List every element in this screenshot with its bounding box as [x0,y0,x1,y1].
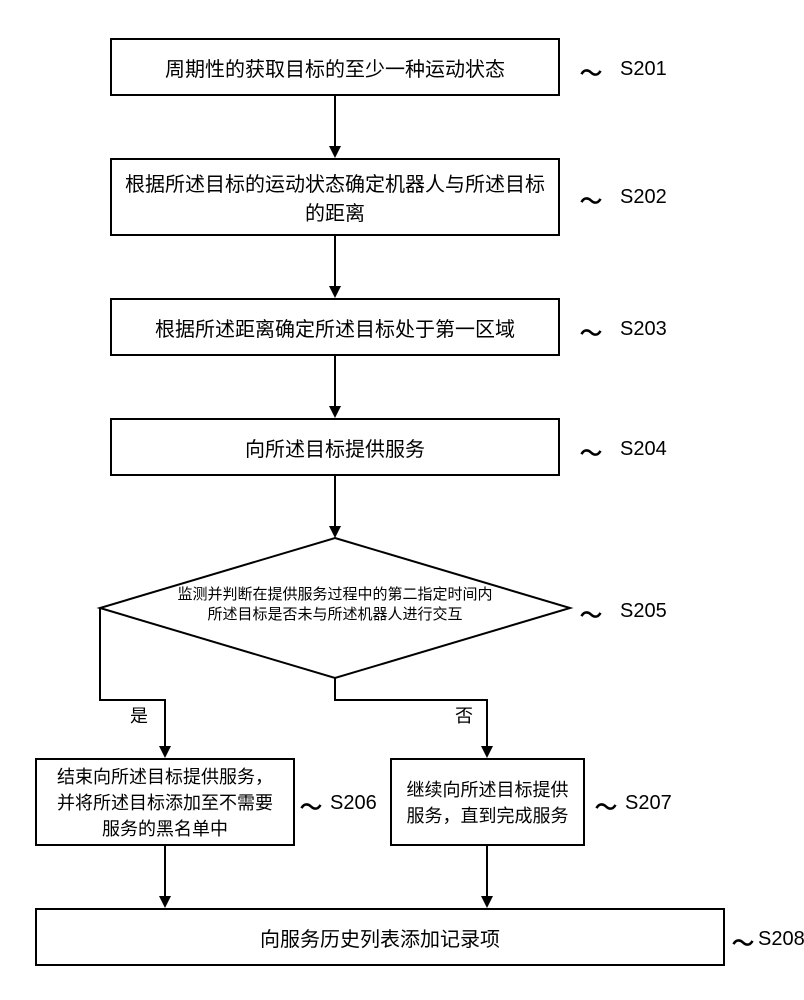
step-box-s208: 向服务历史列表添加记录项 [35,908,725,966]
step-label-s208: S208 [758,928,804,951]
step-text: 向服务历史列表添加记录项 [260,923,500,952]
flowchart-canvas: 周期性的获取目标的至少一种运动状态 〜 S201 根据所述目标的运动状态确定机器… [0,0,804,1000]
arrow-7-8 [0,0,804,1000]
tilde: 〜 [732,926,754,958]
